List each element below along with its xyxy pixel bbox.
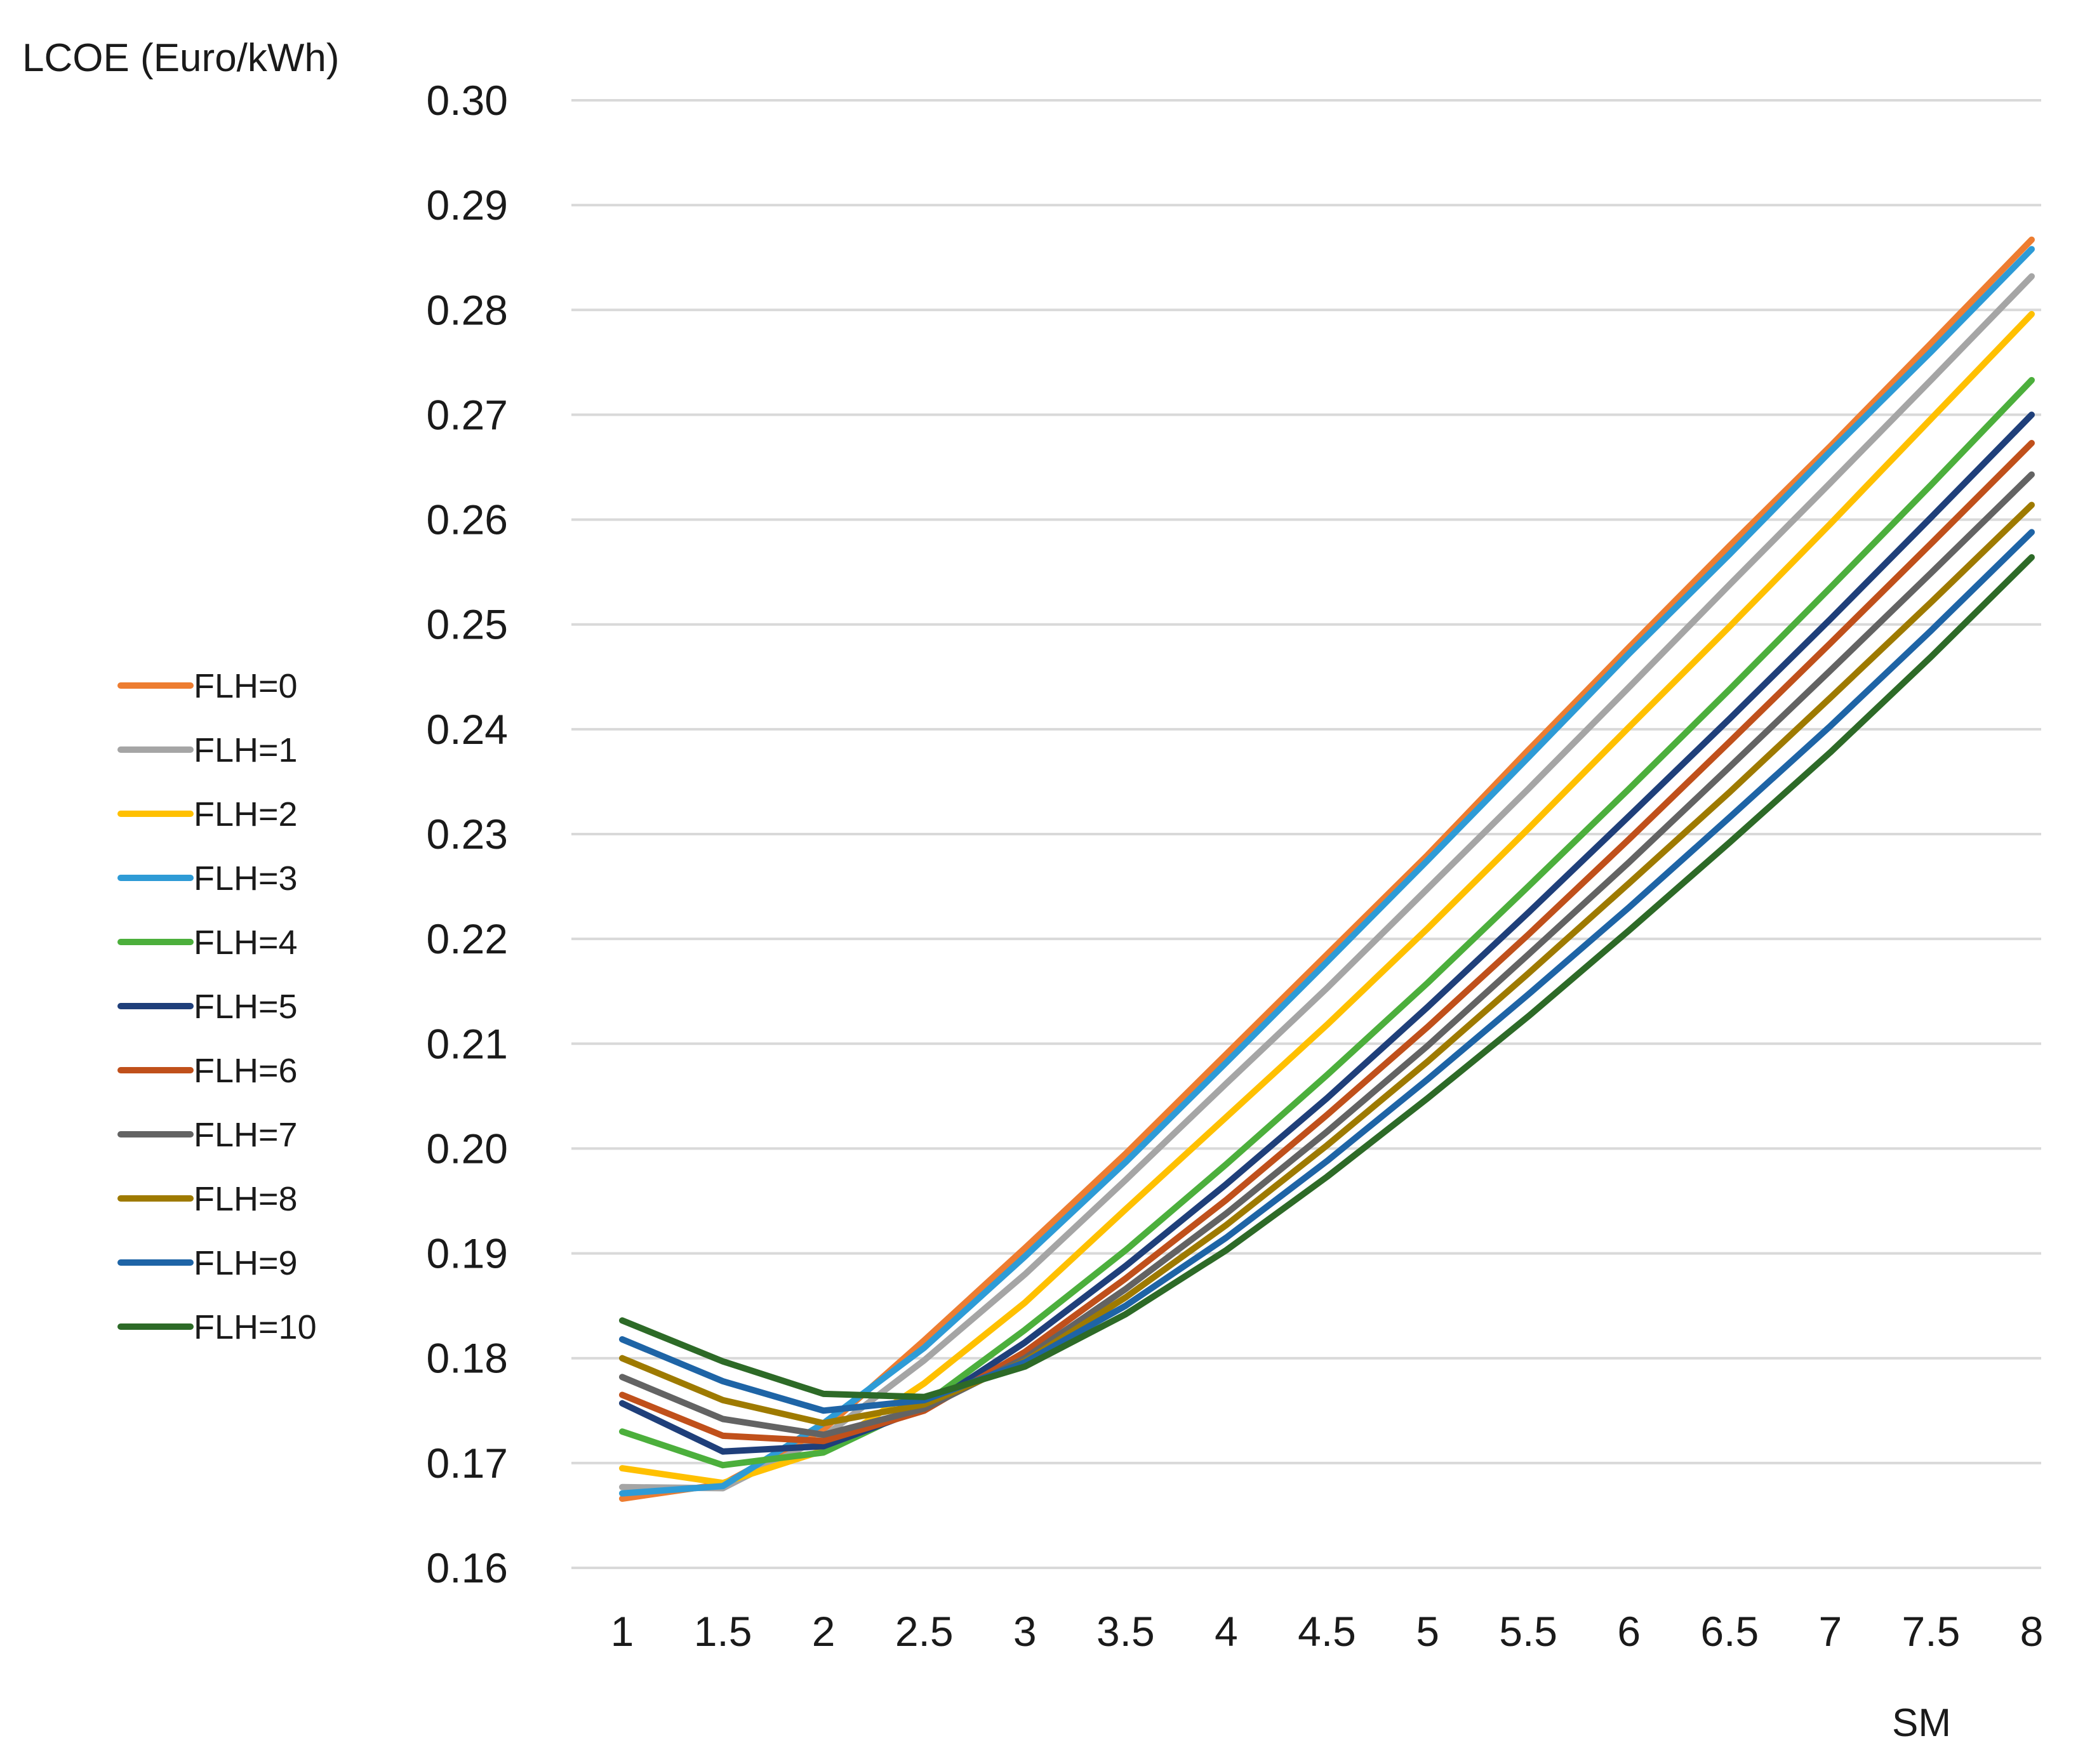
- x-tick-label: 1.5: [694, 1608, 752, 1655]
- legend: FLH=0 FLH=1 FLH=2 FLH=3 FLH=4 FLH=5 FLH=6 FLH=7…: [117, 667, 317, 1346]
- x-tick-label: 4.5: [1298, 1608, 1356, 1655]
- y-axis-title: LCOE (Euro/kWh): [22, 36, 340, 80]
- legend-item: FLH=2: [117, 795, 298, 833]
- series-line-flh-9: [619, 529, 2035, 1414]
- series-lines: [619, 236, 2035, 1502]
- legend-label: FLH=10: [194, 1308, 317, 1346]
- x-tick-label: 5: [1416, 1608, 1439, 1655]
- y-tick-label: 0.17: [427, 1440, 508, 1487]
- x-tick-label: 7.5: [1902, 1608, 1961, 1655]
- x-tick-label: 1: [611, 1608, 634, 1655]
- y-tick-label: 0.27: [427, 391, 508, 438]
- legend-label: FLH=8: [194, 1180, 298, 1218]
- y-tick-label: 0.30: [427, 77, 508, 124]
- y-tick-label: 0.23: [427, 811, 508, 858]
- y-tick-label: 0.28: [427, 286, 508, 333]
- x-tick-label: 2: [812, 1608, 836, 1655]
- series-line-flh-1: [619, 273, 2035, 1492]
- y-axis-ticks: 0.16 0.17 0.18 0.19 0.20 0.21 0.22 0.23 0.24 0.25…: [427, 77, 508, 1591]
- x-tick-label: 8: [2020, 1608, 2044, 1655]
- legend-label: FLH=1: [194, 731, 298, 769]
- legend-item: FLH=3: [117, 859, 298, 898]
- legend-item: FLH=5: [117, 988, 298, 1026]
- y-tick-label: 0.26: [427, 496, 508, 543]
- legend-label: FLH=6: [194, 1052, 298, 1090]
- legend-item: FLH=1: [117, 731, 298, 769]
- x-axis-ticks: 1 1.5 2 2.5 3 3.5 4 4.5 5 5.5 6 6.5 7 7.5 8: [611, 1608, 2044, 1655]
- series-line-flh-6: [619, 440, 2035, 1445]
- legend-label: FLH=7: [194, 1116, 298, 1154]
- legend-label: FLH=2: [194, 795, 298, 833]
- x-tick-label: 4: [1215, 1608, 1238, 1655]
- y-tick-label: 0.24: [427, 706, 508, 753]
- y-tick-label: 0.18: [427, 1335, 508, 1382]
- legend-label: FLH=9: [194, 1244, 298, 1282]
- x-tick-label: 7: [1818, 1608, 1842, 1655]
- x-tick-label: 5.5: [1499, 1608, 1557, 1655]
- x-tick-label: 6.5: [1700, 1608, 1759, 1655]
- legend-item: FLH=9: [117, 1244, 298, 1282]
- series-line-flh-10: [619, 554, 2035, 1400]
- legend-item: FLH=6: [117, 1052, 298, 1090]
- x-tick-label: 6: [1617, 1608, 1641, 1655]
- x-tick-label: 3: [1013, 1608, 1037, 1655]
- series-line-flh-8: [619, 501, 2035, 1427]
- y-tick-label: 0.16: [427, 1544, 508, 1591]
- legend-item: FLH=4: [117, 924, 298, 962]
- y-tick-label: 0.29: [427, 182, 508, 229]
- legend-item: FLH=0: [117, 667, 298, 705]
- legend-item: FLH=10: [117, 1308, 317, 1346]
- x-tick-label: 3.5: [1096, 1608, 1155, 1655]
- legend-item: FLH=7: [117, 1116, 298, 1154]
- series-line-flh-7: [619, 471, 2035, 1438]
- x-tick-label: 2.5: [895, 1608, 954, 1655]
- y-tick-label: 0.25: [427, 601, 508, 648]
- y-tick-label: 0.19: [427, 1230, 508, 1277]
- legend-label: FLH=3: [194, 859, 298, 898]
- x-axis-title: SM: [1892, 1701, 1951, 1745]
- legend-label: FLH=4: [194, 924, 298, 962]
- legend-label: FLH=5: [194, 988, 298, 1026]
- y-tick-label: 0.22: [427, 915, 508, 962]
- legend-label: FLH=0: [194, 667, 298, 705]
- y-tick-label: 0.20: [427, 1125, 508, 1172]
- y-tick-label: 0.21: [427, 1020, 508, 1067]
- legend-item: FLH=8: [117, 1180, 298, 1218]
